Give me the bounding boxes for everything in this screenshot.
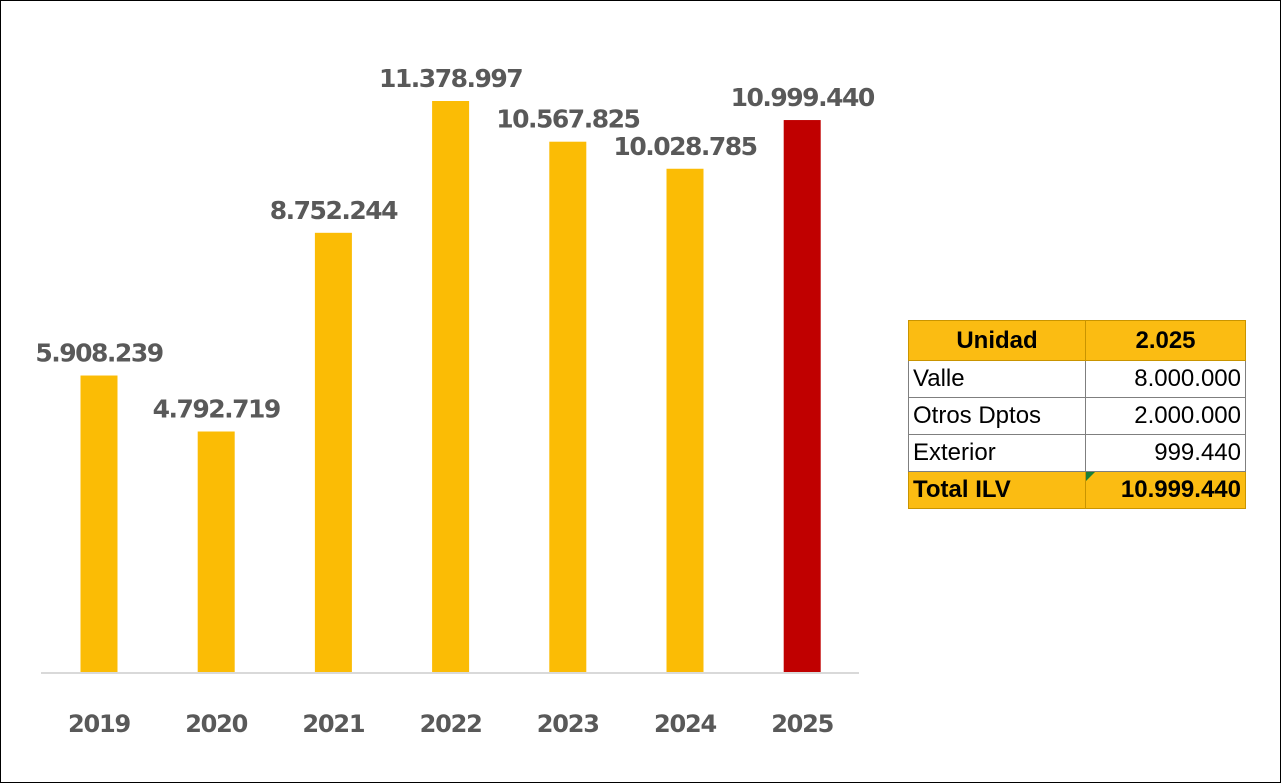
data-label-2021: 8.752.244 bbox=[270, 196, 398, 225]
x-tick-label-2024: 2024 bbox=[654, 710, 716, 738]
x-tick-label-2025: 2025 bbox=[771, 710, 833, 738]
data-label-2022: 11.378.997 bbox=[379, 64, 522, 93]
table-row: Exterior 999.440 bbox=[908, 434, 1246, 472]
total-value: 10.999.440 bbox=[1120, 476, 1241, 503]
data-label-2025: 10.999.440 bbox=[731, 83, 875, 112]
data-label-2019: 5.908.239 bbox=[35, 339, 162, 368]
row-unit: Otros Dptos bbox=[908, 397, 1086, 435]
x-tick-labels-layer: 2019 2020 2021 2022 2023 2024 2025 bbox=[68, 710, 835, 738]
table-header-row: Unidad 2.025 bbox=[908, 320, 1246, 361]
x-tick-label-2022: 2022 bbox=[420, 710, 482, 738]
bar-2019 bbox=[80, 375, 118, 672]
cell-error-indicator-icon bbox=[1086, 472, 1095, 481]
bars-layer bbox=[80, 101, 821, 673]
ilv-table: Unidad 2.025 Valle 8.000.000 Otros Dptos… bbox=[908, 320, 1246, 509]
header-year: 2.025 bbox=[1085, 320, 1246, 361]
data-label-2023: 10.567.825 bbox=[496, 105, 639, 134]
data-label-2020: 4.792.719 bbox=[153, 395, 280, 424]
header-unit: Unidad bbox=[908, 320, 1086, 361]
x-tick-label-2021: 2021 bbox=[302, 710, 364, 738]
data-labels-layer: 5.908.239 4.792.719 8.752.244 11.378.997 10.… bbox=[35, 64, 876, 424]
total-value-cell: 10.999.440 bbox=[1085, 471, 1246, 509]
bar-2023 bbox=[549, 141, 587, 673]
bar-2022 bbox=[432, 101, 470, 672]
table-total-row: Total ILV 10.999.440 bbox=[908, 471, 1246, 509]
x-tick-label-2020: 2020 bbox=[185, 710, 247, 738]
bar-2025 bbox=[783, 120, 821, 672]
bar-2024 bbox=[666, 168, 704, 673]
bar-2021 bbox=[314, 232, 352, 672]
row-value: 2.000.000 bbox=[1085, 397, 1246, 435]
table-row: Otros Dptos 2.000.000 bbox=[908, 397, 1246, 435]
x-tick-label-2019: 2019 bbox=[68, 710, 130, 738]
x-tick-label-2023: 2023 bbox=[537, 710, 599, 738]
bar-2020 bbox=[197, 431, 235, 672]
row-value: 8.000.000 bbox=[1085, 360, 1246, 398]
row-unit: Exterior bbox=[908, 434, 1086, 472]
total-unit: Total ILV bbox=[908, 471, 1086, 509]
table-row: Valle 8.000.000 bbox=[908, 360, 1246, 398]
row-unit: Valle bbox=[908, 360, 1086, 398]
row-value: 999.440 bbox=[1085, 434, 1246, 472]
data-label-2024: 10.028.785 bbox=[613, 132, 756, 161]
